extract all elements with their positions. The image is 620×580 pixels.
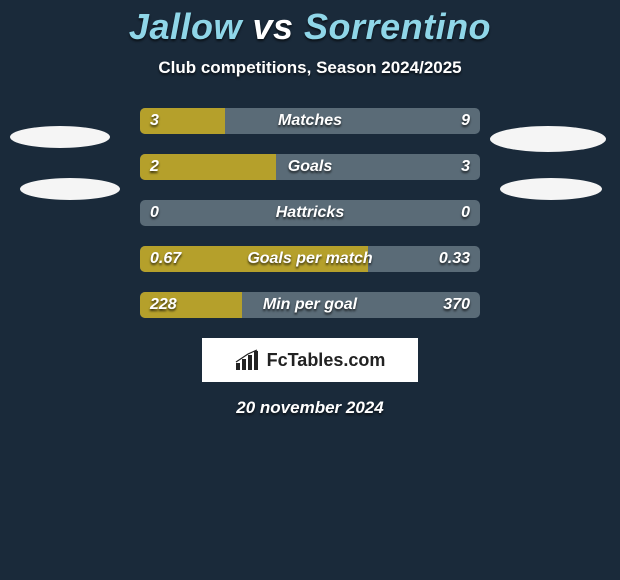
player2-name: Sorrentino: [304, 6, 491, 47]
stat-right-value: 3: [461, 154, 470, 180]
placeholder-ellipse: [500, 178, 602, 200]
stat-row: Goals per match0.670.33: [0, 246, 620, 272]
date-text: 20 november 2024: [0, 398, 620, 418]
stat-left-value: 3: [150, 108, 159, 134]
stat-left-value: 2: [150, 154, 159, 180]
placeholder-ellipse: [10, 126, 110, 148]
stat-bar-bg: [140, 200, 480, 226]
stat-left-value: 0: [150, 200, 159, 226]
stat-right-value: 0.33: [439, 246, 470, 272]
stat-row: Hattricks00: [0, 200, 620, 226]
page-title: Jallow vs Sorrentino: [0, 0, 620, 48]
stat-bar-bg: [140, 292, 480, 318]
stat-bar-bg: [140, 154, 480, 180]
placeholder-ellipse: [20, 178, 120, 200]
stat-row: Min per goal228370: [0, 292, 620, 318]
vs-text: vs: [252, 6, 293, 47]
stat-bar-bg: [140, 108, 480, 134]
stat-right-value: 0: [461, 200, 470, 226]
stat-left-value: 228: [150, 292, 177, 318]
stat-row: Goals23: [0, 154, 620, 180]
barchart-icon: [235, 349, 261, 371]
stat-bar-bg: [140, 246, 480, 272]
subtitle: Club competitions, Season 2024/2025: [0, 58, 620, 78]
placeholder-ellipse: [490, 126, 606, 152]
stat-bar-fill: [140, 154, 276, 180]
logo-box: FcTables.com: [202, 338, 418, 382]
player1-name: Jallow: [129, 6, 242, 47]
stat-right-value: 9: [461, 108, 470, 134]
stat-left-value: 0.67: [150, 246, 181, 272]
logo-text: FcTables.com: [267, 350, 386, 371]
stat-right-value: 370: [443, 292, 470, 318]
